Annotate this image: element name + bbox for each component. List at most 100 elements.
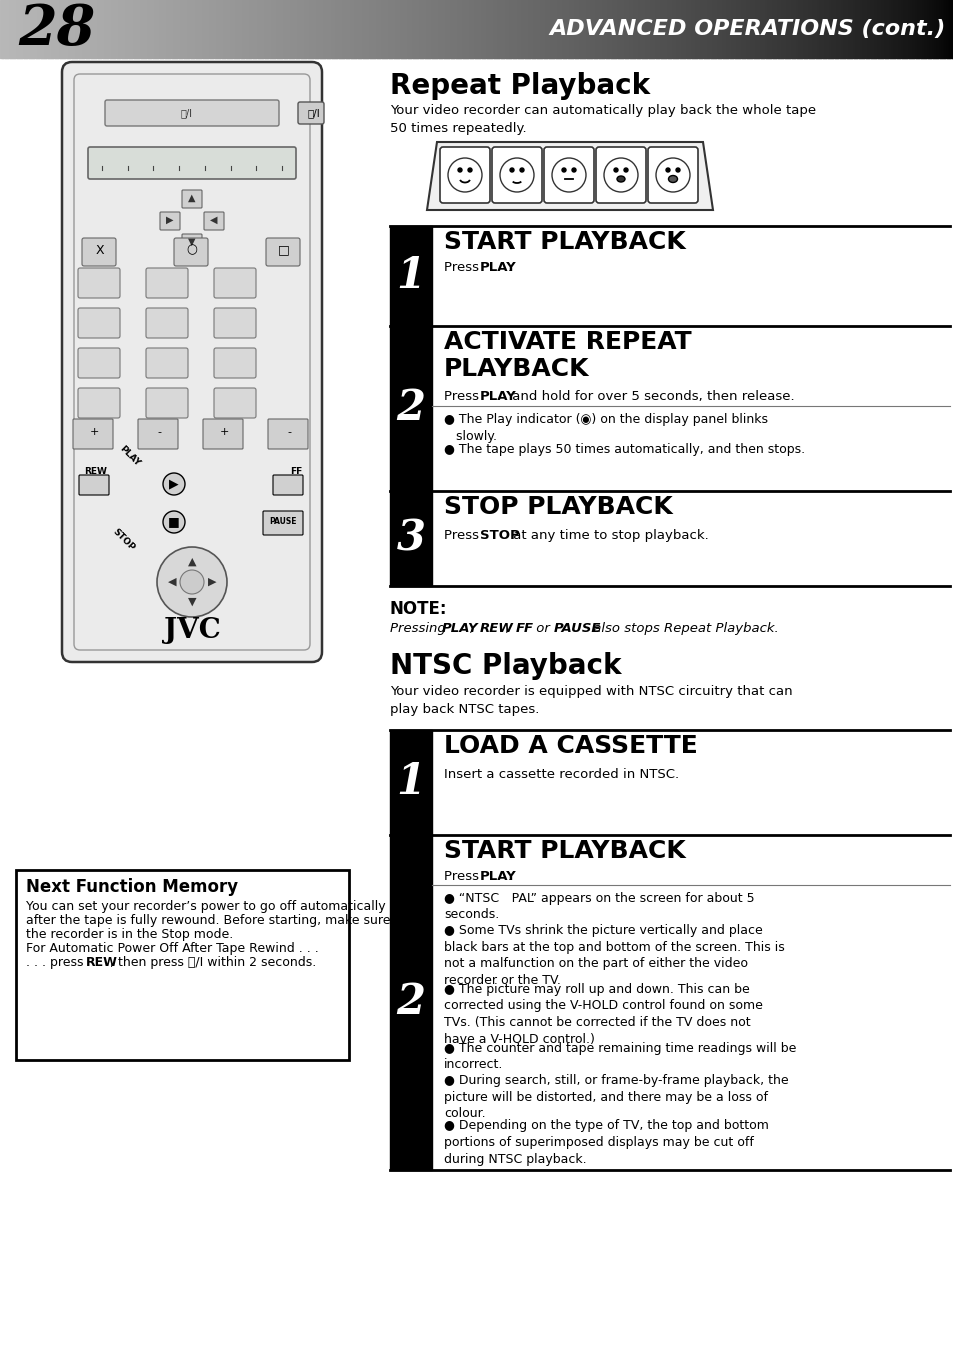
Bar (259, 0, 263, 58)
Bar (157, 0, 161, 58)
FancyBboxPatch shape (73, 420, 112, 449)
Bar (621, 0, 625, 58)
Bar (672, 0, 676, 58)
Bar (865, 0, 868, 58)
Bar (503, 0, 506, 58)
Text: REW: REW (84, 468, 107, 476)
Bar (586, 0, 590, 58)
Circle shape (676, 169, 679, 173)
Bar (646, 0, 649, 58)
Bar (618, 0, 620, 58)
Bar (755, 0, 759, 58)
Bar (848, 0, 852, 58)
Text: NOTE:: NOTE: (390, 600, 447, 618)
Bar (376, 0, 380, 58)
FancyBboxPatch shape (182, 190, 202, 208)
Bar (577, 0, 580, 58)
Bar (143, 0, 147, 58)
Bar (88, 0, 91, 58)
Bar (564, 0, 568, 58)
FancyBboxPatch shape (543, 147, 594, 202)
Bar (92, 0, 96, 58)
FancyBboxPatch shape (146, 348, 188, 378)
FancyBboxPatch shape (146, 268, 188, 298)
Bar (540, 0, 544, 58)
Bar (141, 0, 144, 58)
Bar (550, 0, 554, 58)
Bar (429, 0, 433, 58)
Bar (331, 0, 335, 58)
Bar (110, 0, 113, 58)
Bar (612, 0, 616, 58)
Bar (205, 0, 209, 58)
Bar (390, 730, 432, 835)
Bar (369, 0, 373, 58)
FancyBboxPatch shape (596, 147, 645, 202)
Bar (154, 0, 158, 58)
Bar (150, 0, 153, 58)
Bar (945, 0, 949, 58)
FancyBboxPatch shape (78, 308, 120, 339)
Bar (748, 0, 752, 58)
Bar (815, 0, 819, 58)
Bar (407, 0, 411, 58)
Bar (712, 0, 716, 58)
Bar (195, 0, 199, 58)
Circle shape (180, 571, 204, 594)
Circle shape (519, 169, 523, 173)
Bar (14, 0, 18, 58)
Bar (276, 0, 280, 58)
Bar (907, 0, 911, 58)
Text: NTSC Playback: NTSC Playback (390, 652, 620, 680)
Text: START PLAYBACK: START PLAYBACK (443, 229, 685, 254)
Bar (791, 0, 795, 58)
Bar (462, 0, 466, 58)
Text: 2: 2 (396, 387, 425, 429)
Bar (434, 0, 437, 58)
Bar (221, 0, 225, 58)
Bar (164, 0, 168, 58)
Bar (700, 0, 704, 58)
Bar (351, 0, 354, 58)
Bar (939, 0, 943, 58)
Text: Press: Press (443, 529, 483, 542)
Bar (807, 0, 811, 58)
Bar (788, 0, 792, 58)
Bar (626, 0, 630, 58)
Circle shape (448, 158, 481, 192)
Bar (208, 0, 211, 58)
Bar (593, 0, 597, 58)
Bar (796, 0, 800, 58)
Bar (905, 0, 909, 58)
Bar (596, 0, 599, 58)
Bar (107, 0, 111, 58)
Bar (183, 0, 187, 58)
Bar (302, 0, 306, 58)
Text: Pressing: Pressing (390, 622, 450, 635)
Bar (476, 0, 480, 58)
Bar (274, 0, 277, 58)
Bar (469, 0, 473, 58)
Text: ● During search, still, or frame-by-frame playback, the
picture will be distorte: ● During search, still, or frame-by-fram… (443, 1074, 788, 1120)
Bar (824, 0, 828, 58)
Bar (707, 0, 711, 58)
FancyBboxPatch shape (105, 100, 278, 125)
Bar (555, 0, 558, 58)
Bar (253, 0, 256, 58)
Bar (133, 0, 137, 58)
Bar (178, 0, 182, 58)
FancyBboxPatch shape (146, 308, 188, 339)
Circle shape (510, 169, 514, 173)
Bar (845, 0, 849, 58)
Bar (16, 870, 349, 1060)
FancyBboxPatch shape (213, 308, 255, 339)
Bar (307, 0, 311, 58)
Bar (52, 0, 56, 58)
Text: 2: 2 (396, 982, 425, 1024)
Bar (698, 0, 701, 58)
Bar (216, 0, 220, 58)
Bar (650, 0, 654, 58)
Bar (567, 0, 571, 58)
Bar (226, 0, 230, 58)
FancyBboxPatch shape (78, 348, 120, 378)
